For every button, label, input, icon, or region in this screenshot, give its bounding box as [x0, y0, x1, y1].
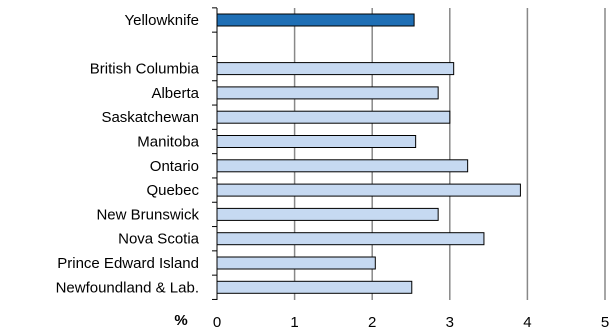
category-label: Alberta: [151, 85, 199, 102]
bars: [216, 13, 521, 294]
bar-saskatchewan: [216, 110, 451, 124]
bar-ontario: [216, 159, 469, 173]
x-tick-label: 5: [601, 314, 609, 331]
gridlines: [293, 8, 606, 300]
x-tick-label: 0: [213, 314, 221, 331]
y-axis-ticks: [212, 7, 217, 300]
x-tick-label: 4: [523, 314, 531, 331]
category-label: Newfoundland & Lab.: [56, 279, 199, 296]
bar-alberta: [216, 86, 439, 100]
category-label: Prince Edward Island: [57, 255, 199, 272]
category-label: British Columbia: [90, 61, 200, 78]
category-label: Nova Scotia: [118, 231, 200, 248]
category-label: Saskatchewan: [101, 109, 199, 126]
x-tick-label: 3: [446, 314, 454, 331]
category-label: Ontario: [150, 158, 199, 175]
bar-manitoba: [216, 135, 417, 148]
bar-quebec: [216, 183, 521, 197]
category-label: Yellowknife: [125, 12, 200, 29]
x-tick-label: 2: [368, 314, 376, 331]
category-label: New Brunswick: [96, 206, 199, 223]
bar-newfoundland-lab-: [216, 280, 413, 294]
x-tick-label: 1: [290, 314, 298, 331]
bar-new-brunswick: [216, 207, 439, 221]
category-labels: Yellowknife British Columbia Alberta Saskat…: [56, 12, 200, 296]
bar-yellowknife: [216, 13, 415, 27]
bar-nova-scotia: [216, 232, 485, 246]
category-label: Quebec: [146, 182, 199, 199]
bar-british-columbia: [216, 62, 455, 76]
x-axis-tick-labels: 0 1 2 3 4 5: [213, 314, 609, 331]
x-axis-unit-label: %: [174, 312, 187, 329]
category-label: Manitoba: [137, 134, 199, 151]
bar-prince-edward-island: [216, 256, 376, 270]
